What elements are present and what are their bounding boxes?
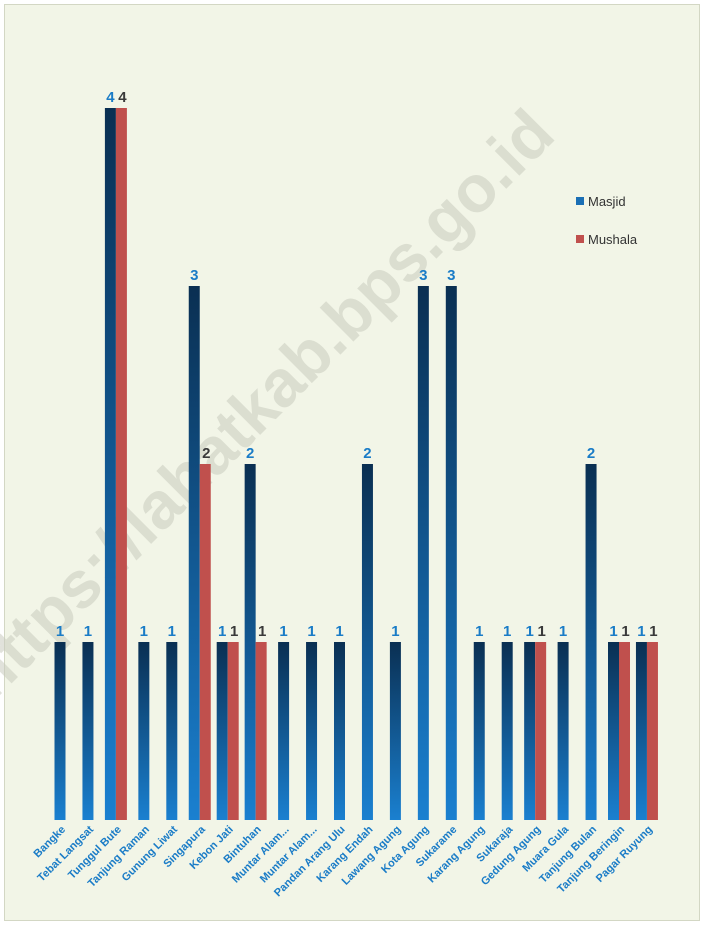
- data-label-masjid: 1: [609, 623, 617, 640]
- bar-mushala: [646, 642, 658, 820]
- bar-mushala: [199, 464, 211, 820]
- bar-masjid: [306, 642, 318, 820]
- bar-masjid: [216, 642, 228, 820]
- data-label-masjid: 1: [559, 623, 567, 640]
- data-label-masjid: 4: [106, 89, 115, 106]
- legend-label-masjid: Masjid: [588, 194, 626, 209]
- data-label-masjid: 3: [447, 267, 455, 284]
- bar-masjid: [557, 642, 569, 820]
- data-label-masjid: 1: [637, 623, 645, 640]
- data-label-masjid: 1: [218, 623, 226, 640]
- data-label-mushala: 2: [202, 445, 210, 462]
- data-label-masjid: 2: [587, 445, 595, 462]
- data-label-mushala: 1: [258, 623, 266, 640]
- bar-masjid: [501, 642, 513, 820]
- bar-masjid: [608, 642, 619, 820]
- bar-mushala: [227, 642, 239, 820]
- bar-mushala: [255, 642, 267, 820]
- legend-label-mushala: Mushala: [588, 232, 638, 247]
- legend-swatch-mushala: [576, 235, 584, 243]
- watermark-text: https://lahatkab.bps.go.id: [0, 95, 568, 713]
- data-label-masjid: 2: [246, 445, 254, 462]
- data-label-masjid: 1: [475, 623, 483, 640]
- data-label-mushala: 4: [118, 89, 127, 106]
- data-label-masjid: 1: [140, 623, 148, 640]
- bar-masjid: [524, 642, 536, 820]
- bar-masjid: [278, 642, 290, 820]
- data-label-mushala: 1: [621, 623, 629, 640]
- bar-mushala: [115, 108, 127, 820]
- data-label-masjid: 1: [307, 623, 315, 640]
- data-label-masjid: 1: [391, 623, 399, 640]
- bar-mushala: [535, 642, 547, 820]
- bar-masjid: [82, 642, 94, 820]
- bar-masjid: [417, 286, 429, 820]
- bar-masjid: [635, 642, 647, 820]
- bar-masjid: [244, 464, 256, 820]
- bar-masjid: [445, 286, 457, 820]
- bar-masjid: [389, 642, 401, 820]
- data-label-masjid: 1: [56, 623, 64, 640]
- bar-masjid: [104, 108, 116, 820]
- bar-mushala: [619, 642, 630, 820]
- bar-masjid: [585, 464, 597, 820]
- data-label-masjid: 3: [419, 267, 427, 284]
- bar-masjid: [473, 642, 485, 820]
- legend-swatch-masjid: [576, 197, 584, 205]
- data-label-masjid: 1: [168, 623, 176, 640]
- data-label-mushala: 1: [230, 623, 238, 640]
- data-label-masjid: 1: [335, 623, 343, 640]
- data-label-mushala: 1: [649, 623, 657, 640]
- data-label-masjid: 1: [84, 623, 92, 640]
- data-label-masjid: 1: [279, 623, 287, 640]
- bar-masjid: [138, 642, 150, 820]
- bar-masjid: [334, 642, 345, 820]
- bar-masjid: [166, 642, 178, 820]
- data-label-masjid: 2: [363, 445, 371, 462]
- data-label-masjid: 1: [525, 623, 533, 640]
- data-label-masjid: 3: [190, 267, 198, 284]
- bar-masjid: [361, 464, 373, 820]
- bar-masjid: [54, 642, 66, 820]
- bar-masjid: [188, 286, 200, 820]
- data-label-mushala: 1: [537, 623, 545, 640]
- data-label-masjid: 1: [503, 623, 511, 640]
